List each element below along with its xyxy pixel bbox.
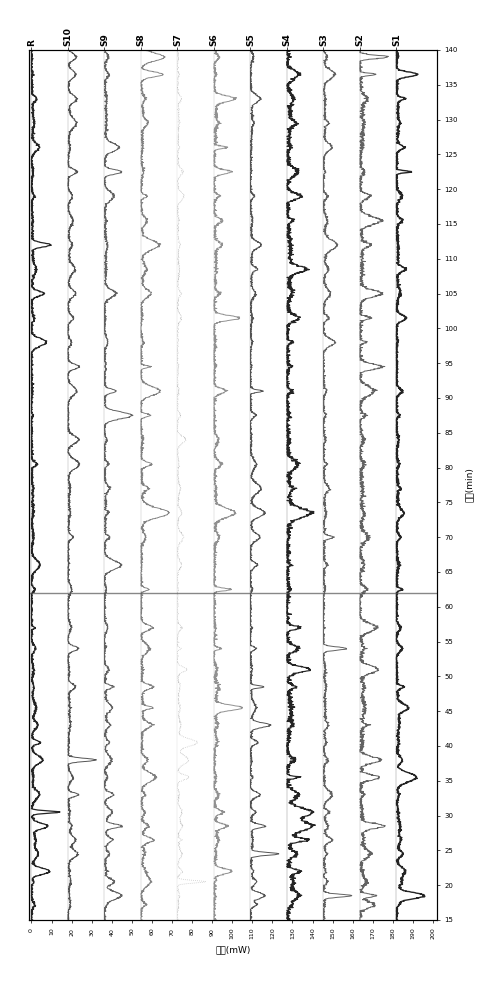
X-axis label: 信号(mW): 信号(mW) (216, 945, 251, 954)
Y-axis label: 时间(min): 时间(min) (465, 468, 474, 502)
